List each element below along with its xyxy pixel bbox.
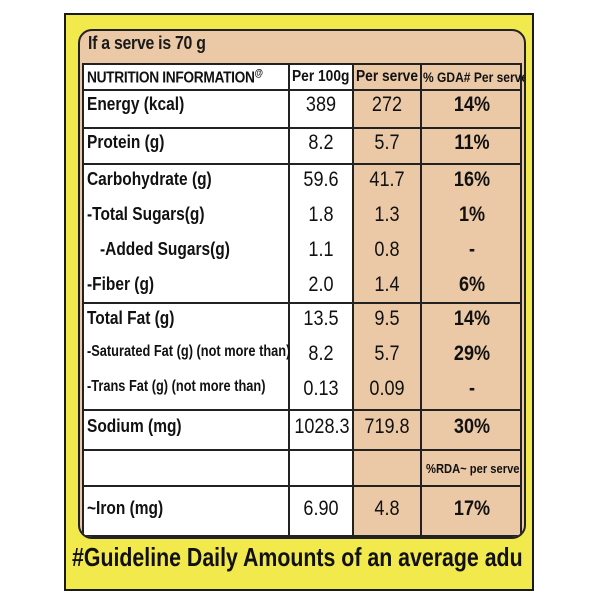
nutrient-name: Carbohydrate (g) [87,169,212,189]
header-per-serve: Per serve [356,68,418,85]
row-divider [84,449,520,451]
nutrient-name: -Added Sugars(g) [100,239,230,259]
value-per-serve: 0.09 [369,377,405,400]
value-per-serve: 4.8 [374,497,400,520]
header-nutrition-information: NUTRITION INFORMATION@ [87,68,263,87]
nutrient-name: -Fiber (g) [87,274,155,294]
value-gda-percent: 1% [458,203,486,226]
nutrition-panel: If a serve is 70 g NUTRITION INFORMATION… [78,29,526,539]
value-gda-percent: - [468,238,476,261]
value-per-serve: 5.7 [374,131,400,154]
value-per-serve: 1.3 [374,203,400,226]
row-divider [84,409,520,411]
column-divider [352,65,354,535]
nutrient-name: Sodium (mg) [87,416,182,436]
value-gda-percent: 14% [453,307,491,330]
value-per-serve: 272 [371,93,403,116]
header-per-100g: Per 100g [292,68,350,85]
value-per-serve: 719.8 [364,415,410,438]
row-divider [84,127,520,129]
row-divider [84,485,520,487]
value-per-100g: 59.6 [303,168,339,191]
value-per-serve: 9.5 [374,307,400,330]
value-per-serve: 41.7 [369,168,405,191]
value-per-serve: 0.8 [374,238,400,261]
value-per-100g: 8.2 [308,131,334,154]
row-divider [84,302,520,304]
gda-footnote: #Guideline Daily Amounts of an average a… [72,542,523,572]
value-per-100g: 0.13 [303,377,339,400]
value-gda-percent: 29% [453,342,491,365]
value-gda-percent: 16% [453,168,491,191]
value-rda-percent: 17% [453,497,491,520]
header-rda-per-serve: %RDA~ per serve [426,461,520,476]
value-per-100g: 6.90 [303,497,339,520]
value-per-serve: 5.7 [374,342,400,365]
nutrient-name: Total Fat (g) [87,308,175,328]
value-gda-percent: 6% [458,273,486,296]
value-per-100g: 1.8 [308,203,334,226]
nutrient-name: -Trans Fat (g) (not more than) [87,378,266,395]
value-per-100g: 2.0 [308,273,334,296]
per100-column-bg [290,65,352,535]
value-per-100g: 1028.3 [294,415,350,438]
value-per-100g: 389 [305,93,337,116]
nutrient-name: Energy (kcal) [87,94,185,114]
nutrient-name: -Total Sugars(g) [87,204,205,224]
column-divider [420,65,422,535]
value-per-100g: 1.1 [308,238,334,261]
nutrient-name: Protein (g) [87,132,165,152]
serve-size-line: If a serve is 70 g [88,33,206,53]
value-per-serve: 1.4 [374,273,400,296]
row-divider [84,89,520,91]
row-divider [84,163,520,165]
nutrition-table: NUTRITION INFORMATION@ Per 100g Per serv… [82,63,524,537]
nutrient-name: -Saturated Fat (g) (not more than) [87,343,291,360]
nutrient-column-bg [84,65,288,535]
value-gda-percent: 14% [453,93,491,116]
value-per-100g: 13.5 [303,307,339,330]
column-divider [288,65,290,535]
value-gda-percent: 30% [453,415,491,438]
value-gda-percent: 11% [454,131,490,154]
nutrient-name: ~Iron (mg) [87,498,164,518]
value-gda-percent: - [468,377,476,400]
nutrition-label-photo: If a serve is 70 g NUTRITION INFORMATION… [64,13,534,591]
value-per-100g: 8.2 [308,342,334,365]
header-gda-per-serve: % GDA# Per serve [423,69,526,85]
